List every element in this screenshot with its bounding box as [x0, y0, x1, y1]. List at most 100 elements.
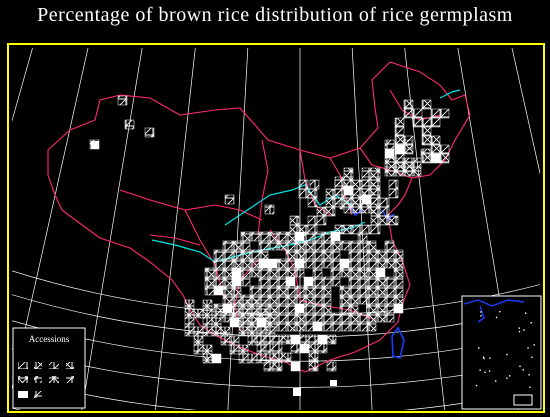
accession-cell	[321, 303, 332, 314]
accession-cell	[258, 285, 269, 296]
accession-cell	[285, 303, 296, 314]
accession-cell	[276, 267, 287, 278]
accession-cell	[366, 240, 377, 251]
province-border	[257, 139, 269, 236]
accession-cell	[330, 267, 341, 278]
accession-cell	[220, 335, 231, 346]
accession-cell	[393, 249, 404, 260]
accession-cell	[247, 326, 258, 337]
accession-cell	[299, 343, 310, 354]
legend-swatch	[34, 362, 42, 369]
accession-cell	[348, 294, 359, 305]
accession-cell	[388, 179, 399, 190]
accession-cell	[316, 206, 327, 217]
country-outline	[47, 61, 471, 373]
accession-cell	[343, 224, 354, 235]
accession-cell	[403, 99, 414, 110]
accession-cell	[430, 117, 441, 128]
accession-cell	[352, 194, 363, 205]
accession-cell	[330, 240, 341, 251]
accession-cell	[247, 308, 258, 319]
accession-cell	[240, 258, 251, 269]
island-dot	[506, 377, 508, 379]
accession-cell	[220, 308, 231, 319]
island-dot	[482, 356, 485, 358]
accession-cell	[240, 267, 251, 278]
accession-cell	[343, 176, 354, 187]
accession-cell	[379, 215, 390, 226]
accession-cell	[339, 285, 350, 296]
accession-cell	[393, 285, 404, 296]
accession-cell	[370, 185, 381, 196]
accession-cell	[370, 176, 381, 187]
accession-cell	[307, 188, 318, 199]
island-dot	[489, 357, 491, 359]
accession-cell	[272, 352, 283, 363]
accession-cell	[357, 249, 368, 260]
accession-cell	[231, 285, 242, 296]
accession-cell	[285, 321, 296, 332]
accession-cell	[384, 276, 395, 287]
accession-cell	[307, 224, 318, 235]
accession-cell	[294, 294, 305, 305]
accession-cell	[265, 317, 276, 328]
accession-cell	[321, 285, 332, 296]
legend-swatch	[34, 391, 42, 398]
accession-cell	[294, 303, 305, 314]
accession-cell	[231, 276, 242, 287]
accession-cell	[276, 231, 287, 242]
accession-cell	[285, 312, 296, 323]
accession-cell	[312, 312, 323, 323]
inset-islands	[475, 310, 535, 389]
accession-cell	[348, 303, 359, 314]
accession-cell	[211, 326, 222, 337]
accession-cell	[375, 303, 386, 314]
accession-cell	[258, 231, 269, 242]
accession-cell	[348, 312, 359, 323]
northeast-river	[439, 89, 461, 99]
accession-cell	[375, 249, 386, 260]
meridian-line	[544, 0, 550, 417]
accession-cell	[379, 206, 390, 217]
accession-cell	[285, 276, 296, 287]
accession-cell	[303, 258, 314, 269]
accession-cell	[240, 231, 251, 242]
accession-cell	[294, 285, 305, 296]
accession-cell	[193, 326, 204, 337]
accession-cell	[303, 249, 314, 260]
accession-cell	[294, 258, 305, 269]
accession-cell	[352, 179, 363, 190]
island-dot	[522, 369, 524, 371]
accession-cell	[312, 267, 323, 278]
accession-cell	[384, 157, 395, 168]
accession-cell	[393, 303, 404, 314]
accession-cell	[211, 353, 222, 364]
accession-cell	[184, 299, 195, 310]
accession-cell	[256, 299, 267, 310]
accession-cell	[220, 326, 231, 337]
accession-cell	[403, 108, 414, 119]
accession-cell	[213, 249, 224, 260]
accession-cell	[299, 334, 310, 345]
accession-cell	[308, 343, 319, 354]
accession-cell	[222, 267, 233, 278]
accession-cell	[272, 361, 283, 372]
accession-cell	[316, 215, 327, 226]
accession-cell	[312, 303, 323, 314]
accession-cell	[294, 240, 305, 251]
accession-cell	[430, 108, 441, 119]
accession-cell	[343, 185, 354, 196]
accession-cell	[384, 240, 395, 251]
accession-cell	[285, 240, 296, 251]
accession-cell	[352, 224, 363, 235]
accession-cell	[411, 166, 422, 177]
accession-cells	[89, 95, 450, 396]
accession-cell	[229, 317, 240, 328]
accession-cell	[204, 285, 215, 296]
accession-cell	[308, 352, 319, 363]
accession-cell	[247, 299, 258, 310]
accession-cell	[238, 353, 249, 364]
island-dot	[480, 315, 482, 317]
accession-cell	[421, 135, 432, 146]
accession-cell	[430, 153, 441, 164]
